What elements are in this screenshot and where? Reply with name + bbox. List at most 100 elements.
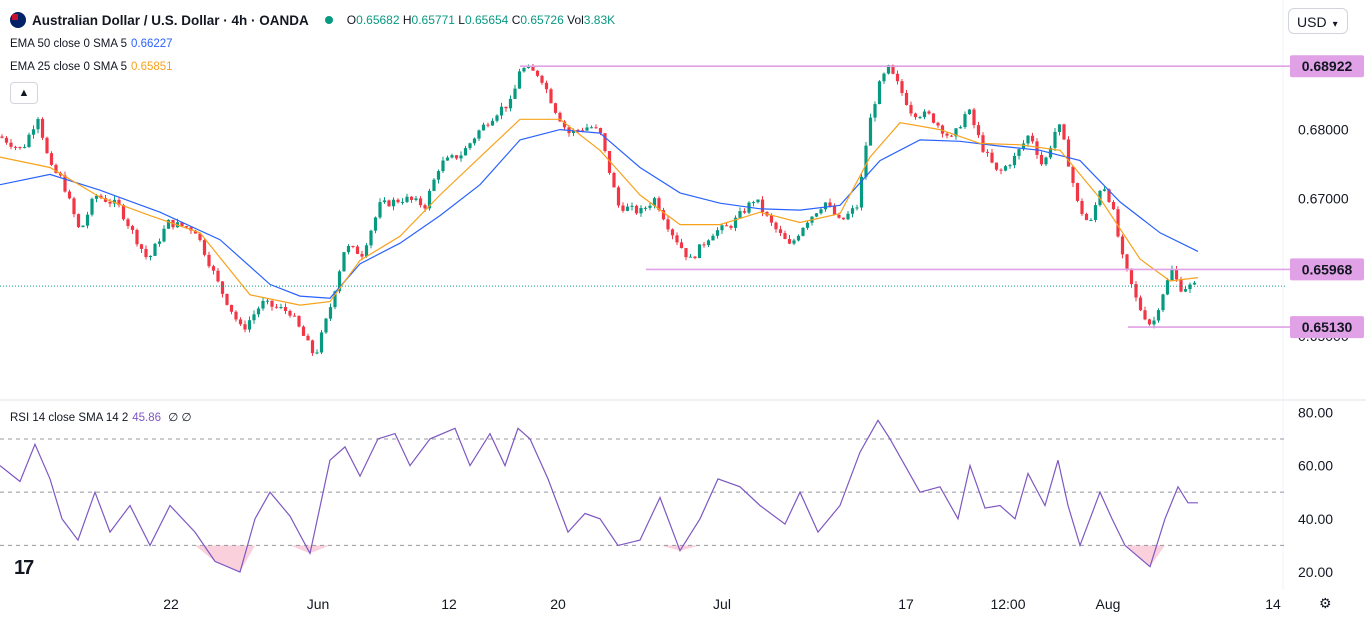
candle-body (684, 248, 688, 258)
candle-body (67, 191, 72, 199)
candle-body (850, 208, 855, 214)
candle-body (823, 202, 828, 210)
candle-body (400, 201, 405, 203)
time-tick-label: 22 (163, 596, 179, 612)
candle-body (445, 157, 450, 161)
candle-body (621, 205, 625, 211)
candle-body (1003, 166, 1008, 171)
candle-body (1192, 282, 1197, 285)
candle-body (157, 241, 162, 244)
candle-body (499, 106, 504, 116)
candle-body (630, 205, 634, 207)
candle-body (261, 300, 265, 309)
rsi-tick-label: 40.00 (1298, 511, 1333, 527)
candle-body (22, 147, 27, 149)
candle-body (121, 205, 126, 220)
candle-body (234, 311, 238, 320)
ema50-legend[interactable]: EMA 50 close 0 SMA 5 0.66227 (10, 38, 173, 50)
candle-body (886, 65, 891, 74)
candle-body (607, 151, 612, 173)
gear-icon[interactable]: ⚙ (1319, 595, 1332, 611)
candle-body (297, 315, 301, 327)
candle-body (441, 160, 445, 172)
candle-body (85, 214, 90, 226)
candle-body (558, 112, 562, 122)
candle-body (517, 71, 522, 89)
candle-body (40, 118, 45, 138)
ema25-legend[interactable]: EMA 25 close 0 SMA 5 0.65851 (10, 61, 173, 73)
candle-body (832, 205, 837, 215)
candle-body (688, 256, 693, 258)
candle-body (396, 199, 400, 203)
candle-body (702, 244, 706, 246)
candle-body (1165, 280, 1170, 295)
candle-body (211, 266, 216, 271)
candle-body (913, 113, 918, 118)
candle-body (1008, 165, 1012, 167)
candle-body (648, 205, 652, 208)
candle-body (220, 281, 225, 294)
candle-body (31, 129, 36, 135)
candle-body (846, 213, 850, 220)
candle-body (796, 235, 801, 241)
candle-body (153, 243, 157, 256)
candle-body (198, 233, 202, 241)
candle-body (346, 246, 351, 253)
candle-body (1062, 124, 1066, 140)
candle-body (63, 175, 67, 192)
currency-select[interactable]: USD ▾ (1288, 8, 1348, 34)
candle-body (1170, 269, 1174, 281)
aud-flag-icon (10, 12, 26, 28)
candle-body (256, 308, 261, 315)
candle-body (873, 104, 877, 118)
candle-body (94, 195, 99, 199)
candle-body (967, 109, 972, 115)
market-open-indicator (324, 16, 333, 24)
candle-body (225, 293, 229, 305)
time-tick-label: Jun (307, 596, 330, 612)
symbol-title[interactable]: Australian Dollar / U.S. Dollar · 4h · O… (32, 12, 309, 28)
candle-body (724, 225, 729, 227)
candle-body (328, 307, 333, 319)
candle-body (1134, 284, 1138, 298)
candle-body (166, 219, 171, 229)
candle-body (274, 306, 279, 308)
candle-body (895, 73, 900, 82)
candle-body (288, 310, 292, 316)
candle-body (522, 68, 526, 72)
candle-body (729, 225, 733, 228)
candle-body (837, 214, 841, 218)
time-tick-label: 12:00 (990, 596, 1025, 612)
time-tick-label: 14 (1265, 596, 1281, 612)
candle-body (922, 111, 927, 118)
candle-body (963, 114, 967, 128)
candle-body (774, 222, 778, 230)
candle-body (945, 133, 949, 136)
candle-body (472, 138, 477, 144)
candle-body (283, 307, 288, 311)
candle-body (544, 82, 549, 90)
ema50-line (0, 128, 1199, 299)
candle-body (760, 199, 765, 213)
candle-body (1125, 254, 1129, 269)
candle-body (315, 352, 319, 354)
rsi-legend[interactable]: RSI 14 close SMA 14 2 45.86 ∅ ∅ (10, 412, 192, 424)
candle-body (184, 226, 189, 228)
candle-body (976, 125, 981, 136)
candle-body (540, 75, 544, 83)
candle-body (432, 179, 436, 191)
candle-body (238, 319, 243, 325)
rsi-tick-label: 60.00 (1298, 458, 1333, 474)
candle-body (814, 213, 819, 217)
candle-body (1147, 319, 1152, 325)
chevron-up-icon[interactable]: ▲ (10, 82, 38, 104)
candle-body (162, 228, 166, 242)
candle-body (1152, 320, 1156, 325)
candle-body (418, 198, 423, 206)
candle-body (958, 127, 963, 129)
candle-body (148, 255, 153, 258)
candle-body (382, 200, 387, 203)
candle-body (319, 332, 324, 353)
candle-body (9, 142, 13, 147)
